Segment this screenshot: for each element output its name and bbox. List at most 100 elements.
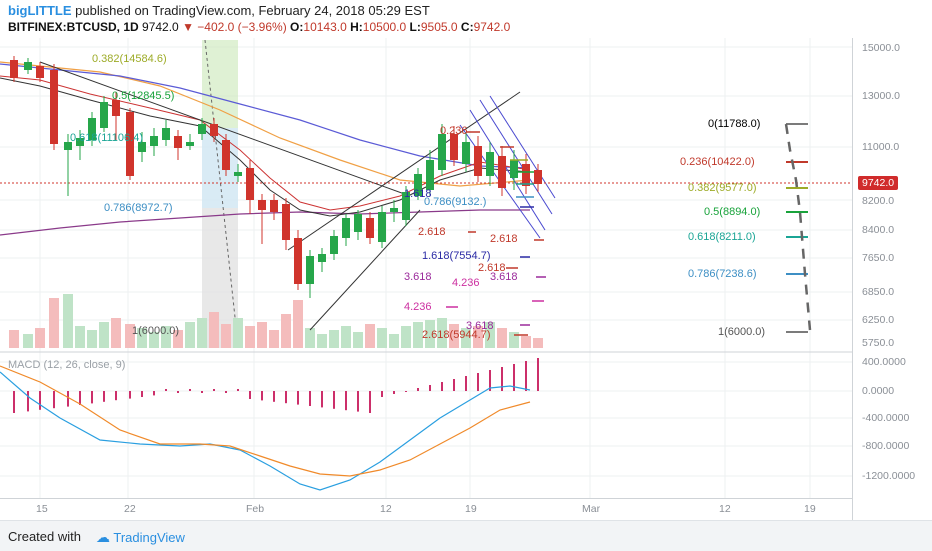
candle-body xyxy=(534,170,542,184)
volume-bar xyxy=(149,332,159,348)
time-tick: 12 xyxy=(719,503,731,515)
time-tick: 22 xyxy=(124,503,136,515)
candle-body xyxy=(138,142,146,152)
tradingview-logo[interactable]: ☁ TradingView xyxy=(96,529,185,546)
fib-label: 2.618 xyxy=(418,226,446,238)
histogram-bar xyxy=(393,391,395,394)
close-value: 9742.0 xyxy=(473,20,511,34)
candle-body xyxy=(294,238,302,284)
volume-bar xyxy=(75,326,85,348)
volume-bar xyxy=(173,330,183,348)
fib-label: 0.382(9577.0) xyxy=(688,182,757,194)
volume-bar xyxy=(99,322,109,348)
chart-canvas[interactable] xyxy=(0,0,932,520)
histogram-bar xyxy=(321,391,323,408)
author-link[interactable]: bigLITTLE xyxy=(8,3,72,18)
candle-body xyxy=(258,200,266,210)
histogram-bar xyxy=(417,388,419,391)
histogram-bar xyxy=(177,391,179,393)
histogram-bar xyxy=(369,391,371,413)
volume-bar xyxy=(221,324,231,348)
histogram-bar xyxy=(189,389,191,391)
macd-line xyxy=(0,371,531,491)
histogram-bar xyxy=(501,367,503,391)
fib-label: 0.618(11106.4) xyxy=(70,132,143,144)
fib-label: 3.618 xyxy=(466,320,494,332)
candle-body xyxy=(150,136,158,146)
candle-body xyxy=(522,164,530,186)
volume-bar xyxy=(281,314,291,348)
open-value: 10143.0 xyxy=(303,20,347,34)
ma-purple xyxy=(0,209,530,236)
histogram-bar xyxy=(129,391,131,399)
histogram-bar xyxy=(333,391,335,409)
histogram-bar xyxy=(441,382,443,391)
low-label: L: xyxy=(409,20,421,34)
histogram-bar xyxy=(477,373,479,391)
chart-header: bigLITTLE published on TradingView.com, … xyxy=(0,0,932,38)
histogram-bar xyxy=(153,391,155,396)
histogram-bar xyxy=(345,391,347,411)
volume-bar xyxy=(111,318,121,348)
candle-body xyxy=(390,208,398,212)
histogram-bar xyxy=(213,389,215,391)
macd-legend[interactable]: MACD (12, 26, close, 9) xyxy=(8,359,126,371)
candle-body xyxy=(330,236,338,254)
candle-body xyxy=(198,124,206,134)
publish-info: published on TradingView.com, February 2… xyxy=(75,3,430,18)
candle-body xyxy=(354,214,362,232)
fib-extension-ticks xyxy=(446,131,546,336)
volume-bar xyxy=(63,294,73,348)
brand-name: TradingView xyxy=(113,530,185,545)
candle-body xyxy=(342,218,350,238)
candle-body xyxy=(174,136,182,148)
macd-tick: 0.0000 xyxy=(862,385,895,397)
candle-body xyxy=(50,70,58,144)
last-price-tag: 9742.0 xyxy=(858,176,899,190)
candle-body xyxy=(486,152,494,176)
price-axis[interactable] xyxy=(852,38,932,520)
volume-bar xyxy=(365,324,375,348)
candle-body xyxy=(510,160,518,178)
volume-bar xyxy=(9,330,19,348)
fib-zone-green xyxy=(202,40,238,128)
volume-bar xyxy=(245,326,255,348)
candle-body xyxy=(210,124,218,136)
fib-right-dashed-path xyxy=(784,123,812,331)
candle-body xyxy=(24,62,32,70)
ma-blue xyxy=(0,63,531,169)
symbol-name[interactable]: BITFINEX:BTCUSD, 1D xyxy=(8,20,139,34)
candle-body xyxy=(186,142,194,146)
fib-label: 0.618(8211.0) xyxy=(688,231,756,243)
volume-bars xyxy=(9,294,543,348)
fib-label: 1.618(7554.7) xyxy=(422,250,491,262)
fib-label: 0.236(10422.0) xyxy=(680,156,755,168)
histogram-bar xyxy=(309,391,311,406)
fib-zone-blue xyxy=(202,128,238,208)
volume-bar xyxy=(449,324,459,348)
time-tick: 15 xyxy=(36,503,48,515)
ma-orange xyxy=(0,61,531,187)
candle-body xyxy=(112,100,120,116)
fib-label: 0.5(8894.0) xyxy=(704,206,761,218)
histogram-bar xyxy=(67,391,69,407)
fib-label: 0.382(14584.6) xyxy=(92,53,167,65)
candle-body xyxy=(270,200,278,212)
down-arrow-icon: ▼ xyxy=(182,20,194,34)
volume-bar xyxy=(49,298,59,348)
volume-bar xyxy=(197,318,207,348)
fib-label: 2.618 xyxy=(490,233,518,245)
price-tick: 13000.0 xyxy=(862,90,900,102)
volume-bar xyxy=(35,328,45,348)
fib-label: 2.618(5944.7) xyxy=(422,329,491,341)
fib-label: 3.618 xyxy=(404,271,432,283)
histogram-bar xyxy=(273,391,275,402)
time-axis[interactable] xyxy=(0,498,852,521)
volume-bar xyxy=(425,320,435,348)
footer: Created with ☁ TradingView xyxy=(0,520,932,551)
histogram-bar xyxy=(27,391,29,412)
time-tick: Feb xyxy=(246,503,265,515)
volume-bar xyxy=(533,338,543,348)
price-tick: 8200.0 xyxy=(862,195,895,207)
signal-line xyxy=(0,365,531,477)
